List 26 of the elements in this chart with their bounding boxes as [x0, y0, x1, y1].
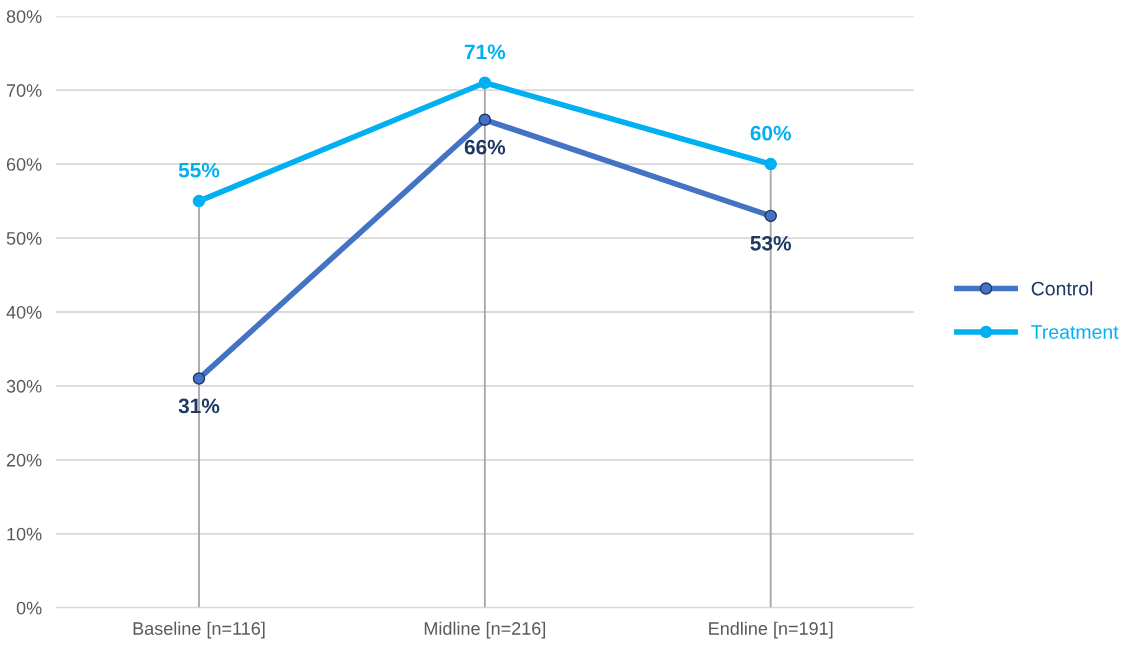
y-tick-label: 0%: [16, 601, 42, 615]
point: [478, 113, 492, 127]
y-tick-label: 20%: [6, 453, 42, 467]
data-label: 31%: [178, 398, 220, 414]
y-tick-label: 30%: [6, 379, 42, 393]
y-tick-label: 60%: [6, 158, 42, 171]
point: [192, 194, 206, 208]
data-label: 53%: [750, 235, 791, 251]
y-tick-label: 10%: [7, 527, 42, 541]
x-tick-label: Baseline [n=116]: [133, 621, 265, 639]
legend-label: Control: [1031, 281, 1093, 296]
y-tick-label: 80%: [6, 10, 42, 23]
data-label: 55%: [178, 162, 220, 178]
y-tick-label: 70%: [6, 84, 42, 97]
x-tick-label: Endline [n=191]: [709, 621, 833, 639]
point: [764, 209, 777, 223]
legend-label: Treatment: [1031, 325, 1119, 339]
y-tick-label: 40%: [6, 305, 42, 319]
point: [192, 372, 206, 385]
point: [478, 76, 492, 90]
data-label: 60%: [750, 125, 791, 141]
y-tick-label: 50%: [6, 232, 42, 245]
x-tick-label: Midline [n=216]: [424, 621, 546, 639]
point: [764, 157, 777, 171]
data-label: 66%: [464, 139, 506, 155]
data-label: 71%: [464, 44, 506, 60]
